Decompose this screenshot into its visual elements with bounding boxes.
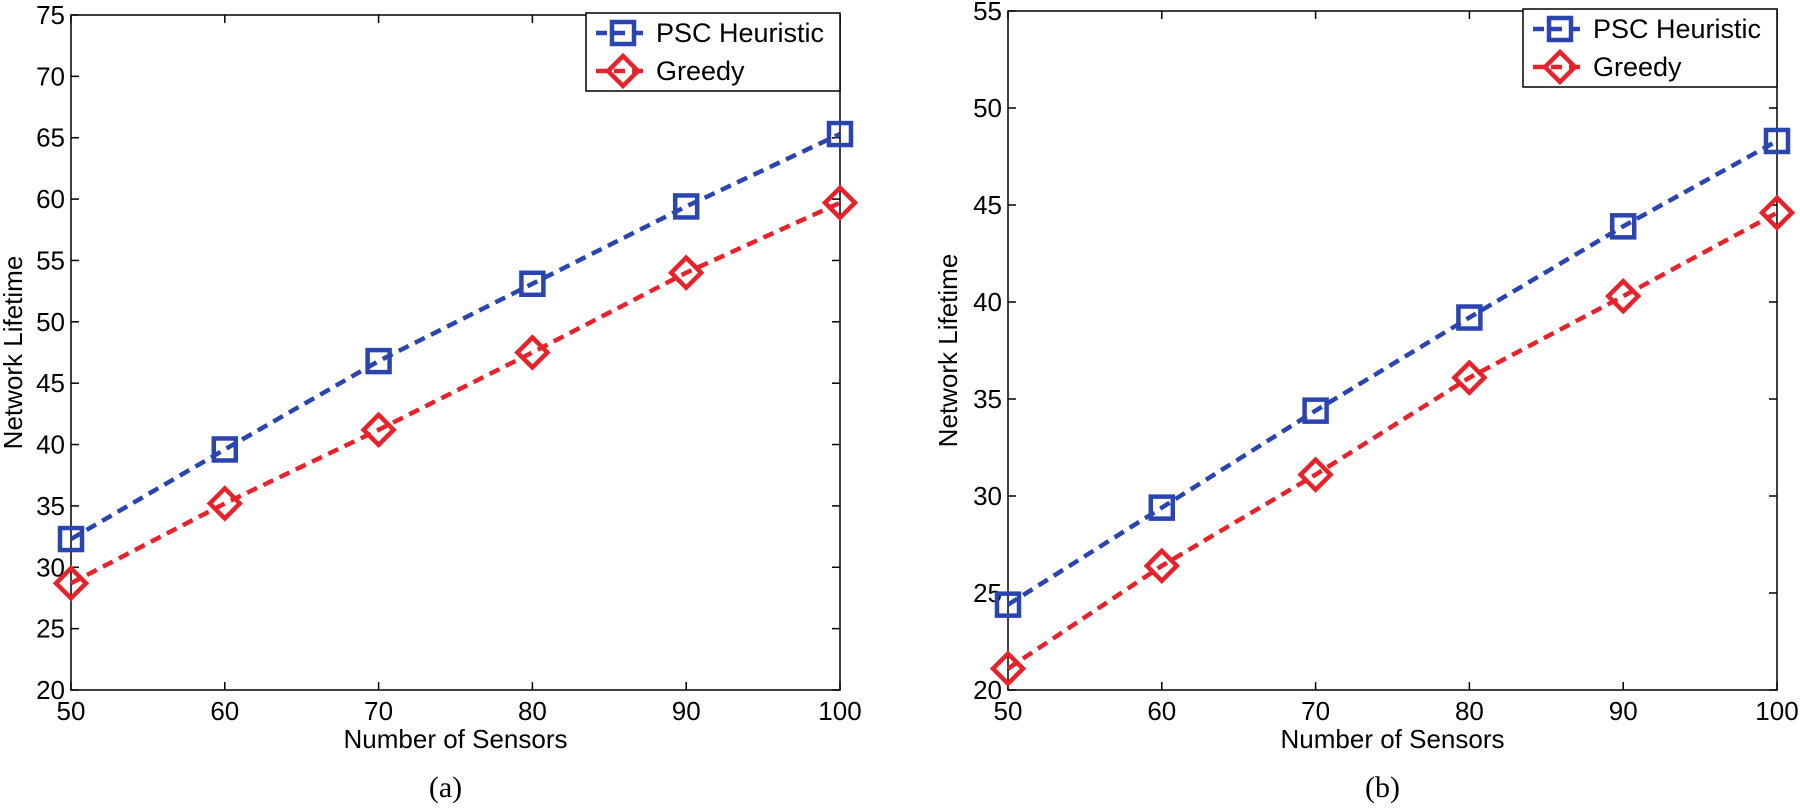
y-tick-label: 50 (973, 93, 1002, 123)
data-point-greedy (668, 254, 705, 291)
legend-marker-psc-heuristic (609, 19, 637, 47)
data-point-greedy (206, 485, 243, 522)
x-tick-label: 70 (364, 696, 393, 726)
plot-area-frame (1007, 10, 1778, 691)
plot-area-frame (70, 14, 841, 691)
legend-marker-greedy (604, 52, 642, 90)
caption-a: (a) (429, 771, 462, 804)
legend-box (585, 12, 841, 92)
data-point-greedy (360, 411, 397, 449)
x-tick-label: 90 (1609, 696, 1638, 726)
legend-label-psc-heuristic: PSC Heuristic (1593, 14, 1761, 44)
data-point-psc-heuristic (365, 347, 392, 375)
series-line-psc-heuristic (1006, 139, 1779, 607)
series-line-greedy (1006, 210, 1779, 671)
legend-label-greedy: Greedy (1593, 52, 1682, 82)
x-tick-label: 70 (1301, 696, 1330, 726)
x-tick-label: 100 (1755, 696, 1798, 726)
data-point-psc-heuristic (1148, 494, 1176, 521)
x-tick-label: 50 (57, 696, 86, 726)
data-point-greedy (989, 650, 1027, 687)
legend: PSC Heuristic Greedy (585, 12, 841, 92)
series-line-greedy (69, 200, 841, 586)
caption-b: (b) (1365, 771, 1400, 804)
data-point-psc-heuristic (519, 270, 546, 298)
y-tick-label: 40 (36, 430, 65, 460)
data-point-psc-heuristic (994, 591, 1022, 618)
data-point-psc-heuristic (1609, 213, 1637, 240)
y-tick-label: 35 (36, 491, 65, 521)
y-tick-label: 55 (36, 245, 65, 275)
x-tick-label: 80 (518, 696, 547, 726)
data-point-greedy (52, 565, 90, 602)
y-tick-label: 70 (36, 61, 65, 91)
data-point-psc-heuristic (1302, 397, 1329, 424)
data-point-greedy (1143, 547, 1180, 585)
y-tick-label: 30 (973, 481, 1002, 511)
x-tick-label: 50 (994, 696, 1023, 726)
x-tick-label: 60 (1147, 696, 1176, 726)
data-point-psc-heuristic (1763, 127, 1791, 155)
y-tick-label: 65 (36, 123, 65, 153)
data-point-greedy (1297, 456, 1334, 493)
y-tick-label: 75 (36, 0, 65, 30)
y-tick-label: 25 (36, 614, 65, 644)
legend-label-psc-heuristic: PSC Heuristic (656, 18, 824, 48)
y-tick-label: 45 (973, 190, 1002, 220)
data-point-psc-heuristic (826, 120, 854, 148)
data-point-greedy (1758, 194, 1796, 231)
x-axis-title: Number of Sensors (1281, 724, 1505, 754)
x-tick-label: 100 (818, 696, 861, 726)
y-tick-label: 20 (973, 675, 1002, 705)
y-tick-label: 60 (36, 184, 65, 214)
legend: PSC Heuristic Greedy (1522, 8, 1778, 88)
legend-label-greedy: Greedy (656, 56, 745, 86)
y-tick-label: 50 (36, 307, 65, 337)
data-point-psc-heuristic (1456, 304, 1483, 331)
y-axis-title: Network Lifetime (0, 256, 28, 450)
y-tick-label: 55 (973, 0, 1002, 26)
data-point-greedy (514, 334, 551, 371)
x-tick-label: 80 (1455, 696, 1484, 726)
data-point-psc-heuristic (211, 436, 239, 463)
data-point-greedy (1451, 359, 1488, 396)
chart-panel-a: 50 60 70 80 90 100202530354045505560657075Num… (0, 0, 862, 804)
x-tick-label: 90 (672, 696, 701, 726)
data-point-greedy (821, 184, 859, 221)
x-tick-label: 60 (210, 696, 239, 726)
y-tick-label: 40 (973, 287, 1002, 317)
y-axis-title: Network Lifetime (933, 254, 963, 448)
x-axis-title: Number of Sensors (344, 724, 568, 754)
y-tick-label: 20 (36, 675, 65, 705)
legend-marker-psc-heuristic (1546, 15, 1574, 43)
series-line-psc-heuristic (69, 132, 841, 541)
legend-marker-greedy (1541, 48, 1579, 86)
data-point-psc-heuristic (672, 193, 700, 220)
y-tick-label: 45 (36, 368, 65, 398)
data-point-greedy (1605, 277, 1642, 315)
y-tick-label: 35 (973, 384, 1002, 414)
data-point-psc-heuristic (57, 525, 85, 553)
